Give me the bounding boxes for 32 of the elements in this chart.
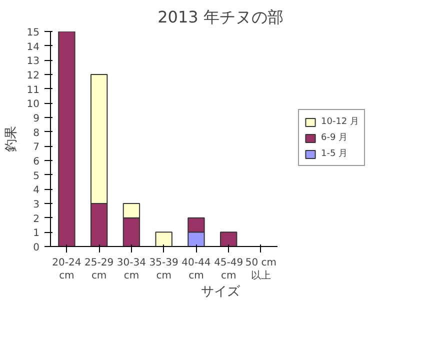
legend-label: 6-9 月 [321, 132, 348, 144]
y-tick-label: 9 [33, 114, 40, 124]
bar [220, 232, 238, 246]
y-tick-label: 5 [33, 170, 40, 182]
x-tick-label: 45-49 cm [214, 258, 244, 282]
x-axis-title: サイズ [201, 284, 241, 300]
y-tick-label: 4 [33, 185, 40, 196]
bar [58, 32, 76, 246]
y-tick-label: 0 [33, 242, 40, 254]
y-tick-label: 3 [33, 200, 40, 210]
legend-label: 10-12 月 [321, 116, 360, 128]
x-tick-label: 30-34 cm [116, 258, 146, 282]
y-tick-label: 14 [26, 42, 40, 53]
y-tick-label: 1 [33, 228, 40, 240]
y-tick-label: 7 [33, 142, 40, 154]
y-tick-label: 12 [26, 70, 40, 82]
x-tick-label: 35-39 cm [149, 258, 178, 282]
y-tick-label: 2 [33, 214, 40, 225]
x-tick-label: 50 cm 以上 [245, 258, 277, 282]
y-tick-label: 11 [26, 84, 40, 96]
y-axis-title: 釣果 [4, 126, 19, 152]
y-tick-label: 13 [26, 56, 40, 68]
y-tick-label: 15 [26, 28, 40, 38]
x-tick-label: 40-44 cm [182, 258, 211, 282]
x-tick-label: 25-29 cm [84, 258, 114, 282]
legend-label: 1-5 月 [321, 148, 348, 160]
y-tick-label: 8 [33, 128, 40, 139]
y-tick-label: 10 [26, 99, 40, 110]
y-tick-label: 6 [33, 156, 40, 168]
chart-title: 2013 年チヌの部 [158, 8, 284, 26]
x-tick-label: 20-24 cm [52, 258, 82, 282]
bar [155, 232, 172, 246]
